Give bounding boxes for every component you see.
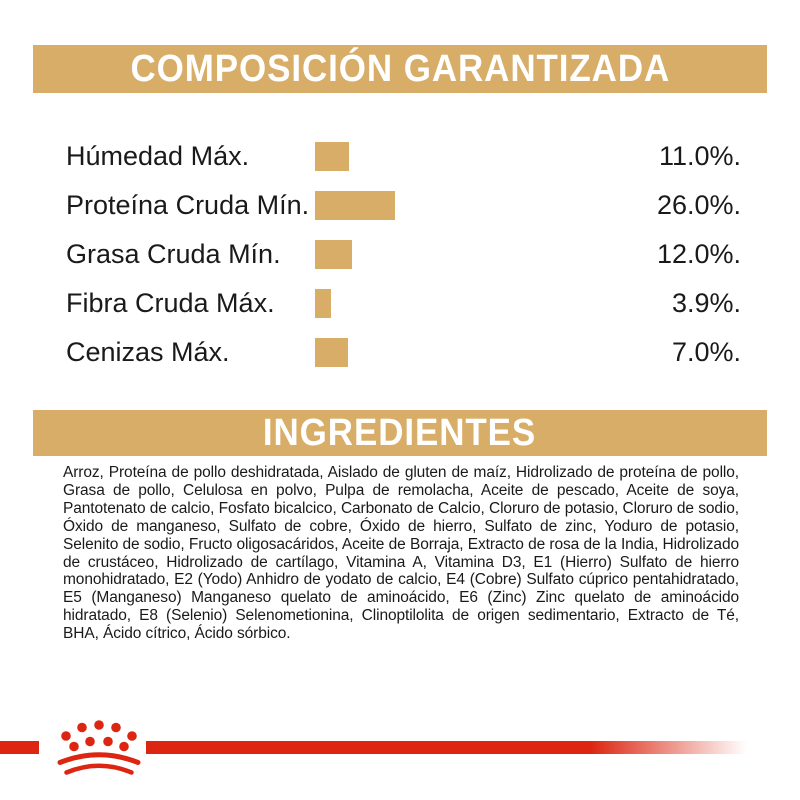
nutrient-value: 26.0%. xyxy=(656,190,741,220)
nutrient-value: 3.9%. xyxy=(671,288,741,318)
nutrient-value: 7.0%. xyxy=(671,337,741,367)
table-row: Fibra Cruda Máx. 3.9%. xyxy=(66,279,741,328)
table-row: Grasa Cruda Mín. 12.0%. xyxy=(66,230,741,279)
ingredients-banner: INGREDIENTES xyxy=(33,410,767,456)
nutrient-label: Cenizas Máx. xyxy=(66,337,230,367)
nutrient-bar xyxy=(315,191,395,220)
nutrient-value: 11.0%. xyxy=(658,141,741,171)
ingredients-text: Arroz, Proteína de pollo deshidratada, A… xyxy=(63,464,739,643)
nutrient-label: Proteína Cruda Mín. xyxy=(66,190,310,220)
nutrient-label: Grasa Cruda Mín. xyxy=(66,239,281,269)
brand-stripe-left xyxy=(0,741,39,754)
nutrient-bar xyxy=(315,142,349,171)
composition-table: Húmedad Máx. 11.0%. Proteína Cruda Mín. … xyxy=(66,132,741,377)
brand-stripe-right xyxy=(146,741,747,754)
ingredients-title: INGREDIENTES xyxy=(263,411,537,454)
table-row: Húmedad Máx. 11.0%. xyxy=(66,132,741,181)
royal-canin-crown-icon xyxy=(57,720,141,775)
table-row: Cenizas Máx. 7.0%. xyxy=(66,328,741,377)
table-row: Proteína Cruda Mín. 26.0%. xyxy=(66,181,741,230)
nutrient-bar xyxy=(315,289,331,318)
composition-title: COMPOSICIÓN GARANTIZADA xyxy=(130,47,670,90)
nutrient-bar xyxy=(315,338,348,367)
nutrient-bar xyxy=(315,240,352,269)
nutrient-value: 12.0%. xyxy=(656,239,741,269)
composition-banner: COMPOSICIÓN GARANTIZADA xyxy=(33,45,767,93)
nutrient-label: Fibra Cruda Máx. xyxy=(66,288,275,318)
nutrient-label: Húmedad Máx. xyxy=(66,141,250,171)
